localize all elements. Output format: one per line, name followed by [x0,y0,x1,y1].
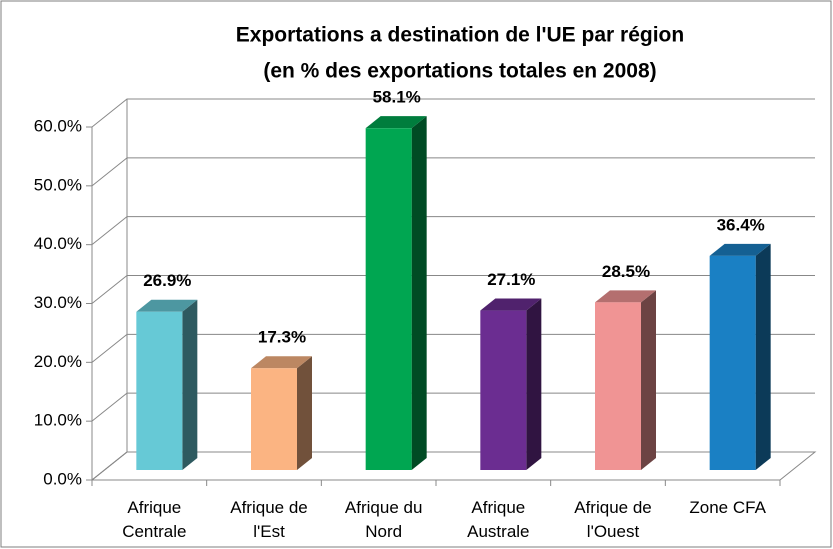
bar-side [526,298,542,470]
bar-top [709,243,771,256]
bar-top [136,299,198,312]
bar [480,310,527,470]
grid-line [91,157,815,187]
bar [709,255,756,470]
x-tick-label: Afrique Centrale [122,498,187,541]
x-tick-label: Zone CFA [689,498,766,517]
x-tick-label: Afrique du Nord [344,498,423,541]
grid-line [91,333,815,363]
bar-top [251,356,312,369]
grid-line [91,392,815,422]
grid-line [91,216,815,246]
x-tick-label: Afrique Australe [467,498,530,541]
bar-side [182,299,198,470]
bar-top [595,290,656,303]
bar-side [755,243,771,470]
y-tick-label: 30.0% [34,293,82,312]
data-label: 27.1% [487,270,535,289]
x-tick-label: Afrique de l'Est [230,498,308,541]
bar-top [365,116,427,129]
bar-side [411,116,427,470]
grid-line [91,98,815,128]
bar [595,302,641,470]
grid-line [91,451,815,481]
data-label: 58.1% [373,88,421,107]
y-tick-label: 50.0% [34,175,82,194]
y-tick-label: 40.0% [34,234,82,253]
bar [251,368,297,470]
chart-title: Exportations a destination de l'UE par r… [236,24,684,47]
bar-side [641,290,656,470]
data-label: 28.5% [602,262,650,281]
y-tick-label: 0.0% [43,469,82,488]
x-tick-label: Afrique de l'Ouest [574,498,652,541]
bar-top [480,298,542,311]
chart-subtitle: (en % des exportations totales en 2008) [263,60,656,83]
bar [136,311,183,470]
grid-line [91,275,815,304]
y-tick-label: 10.0% [34,411,82,430]
data-label: 36.4% [717,215,765,234]
data-label: 26.9% [143,271,191,290]
data-label: 17.3% [258,328,306,347]
y-tick-label: 20.0% [34,352,82,371]
bar [365,128,412,470]
bar-side [297,356,312,470]
y-tick-label: 60.0% [34,116,82,135]
